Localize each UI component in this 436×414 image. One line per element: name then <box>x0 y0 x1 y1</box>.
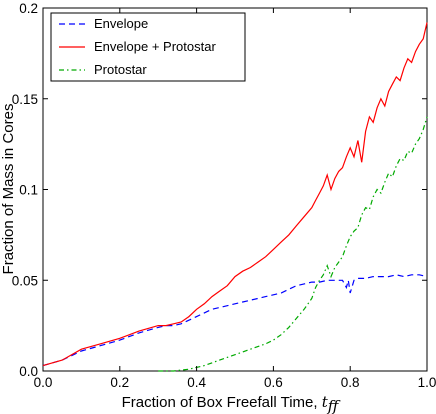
legend-label-protostar: Protostar <box>94 62 147 77</box>
x-tick-label: 0.6 <box>264 375 283 390</box>
series-line-protostar <box>158 116 428 372</box>
x-axis-label-text: Fraction of Box Freefall Time, <box>122 394 322 411</box>
legend: Envelope Envelope + Protostar Protostar <box>50 12 246 82</box>
x-tick-label: 0.0 <box>34 375 53 390</box>
y-tick-label: 0.0 <box>19 364 38 379</box>
x-tick-label: 0.2 <box>110 375 129 390</box>
y-tick-label: 0.15 <box>12 92 38 107</box>
x-axis-label-subscript: ff <box>327 397 341 414</box>
tick-layer: 0.0 0.2 0.4 0.6 0.8 1.0 0.0 0.05 0.1 0.15 0.2 <box>12 1 436 390</box>
y-axis-label: Fraction of Mass in Cores <box>0 104 17 275</box>
x-tick-label: 0.4 <box>187 375 206 390</box>
y-tick-label: 0.05 <box>12 273 38 288</box>
y-tick-label: 0.1 <box>19 183 38 198</box>
legend-label-envelope: Envelope <box>94 16 148 31</box>
x-axis-label: Fraction of Box Freefall Time, tff <box>122 393 341 414</box>
series-layer <box>42 22 428 372</box>
x-axis-label-math: t <box>322 393 329 411</box>
x-tick-label: 1.0 <box>418 375 436 390</box>
y-tick-label: 0.2 <box>19 1 38 16</box>
x-tick-label: 0.8 <box>341 375 360 390</box>
legend-label-envelope-protostar: Envelope + Protostar <box>94 39 216 54</box>
series-line-envelope-protostar <box>42 22 428 367</box>
